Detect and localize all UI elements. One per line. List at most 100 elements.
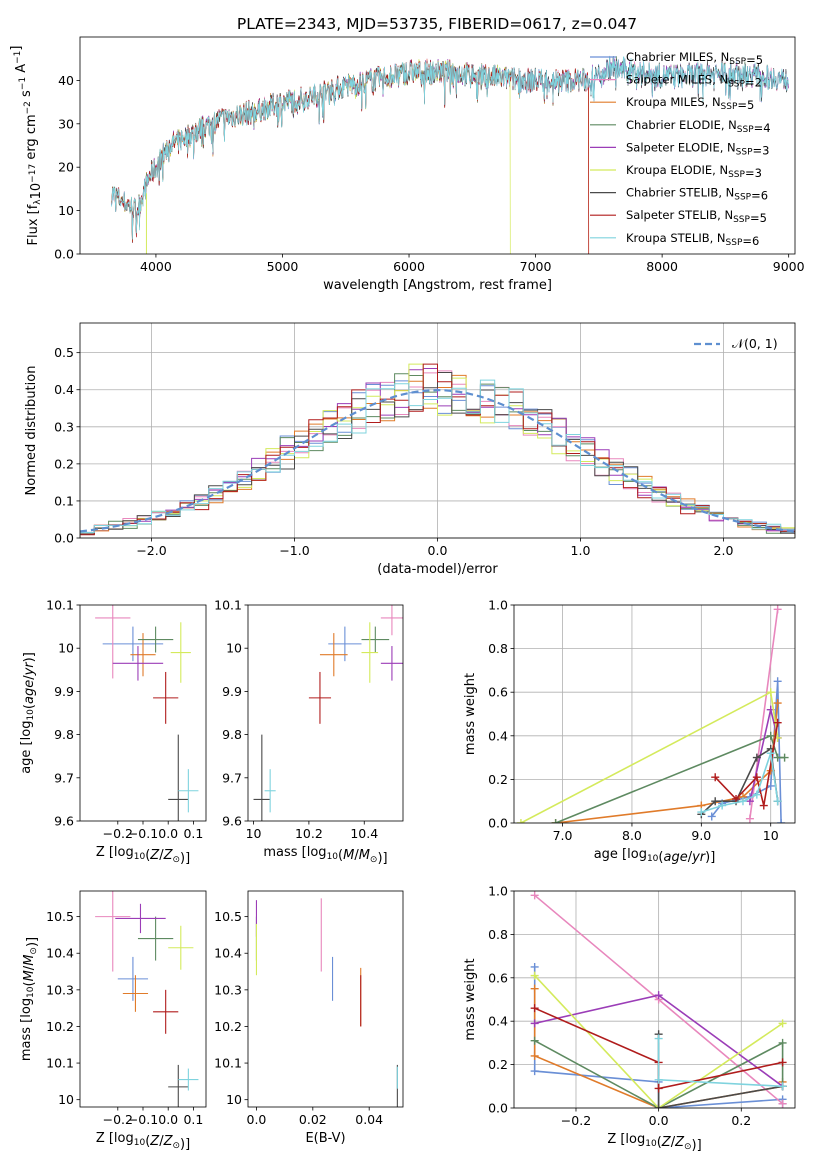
plot-area	[255, 898, 398, 1107]
x-tick-label: −2.0	[136, 543, 166, 558]
weight-marker	[697, 808, 706, 817]
y-tick-label: 0.0	[488, 1101, 508, 1116]
axes-frame	[247, 890, 404, 1108]
errorbar-point	[168, 734, 189, 821]
weight-marker	[778, 1038, 787, 1047]
x-tick-label: 10	[763, 828, 779, 843]
x-tick-label: 0.0	[247, 1112, 267, 1127]
figure-title: PLATE=2343, MJD=53735, FIBERID=0617, z=0…	[237, 15, 637, 33]
y-tick-label: 9.6	[222, 814, 242, 829]
weight-marker	[530, 1036, 539, 1045]
axes-frame	[79, 890, 207, 1108]
y-tick-label: 0.8	[488, 927, 508, 942]
weight-marker	[654, 1084, 663, 1093]
legend-entry: Salpeter MILES, NSSP=2	[626, 73, 762, 90]
plot-area	[253, 605, 403, 821]
y-tick-label: 0.0	[54, 531, 74, 546]
y-tick-label: 10.1	[214, 1056, 242, 1071]
y-tick-label: 9.6	[54, 814, 74, 829]
y-tick-label: 10.1	[46, 598, 74, 613]
y-tick-label: 9.8	[54, 727, 74, 742]
x-tick-label: 10.2	[295, 826, 323, 841]
y-axis-label: Flux [fλ10−17 erg cm−2 s−1 A−1]	[9, 46, 44, 246]
chart-age_vs_mass: 10 10.2 10.4 9.6 9.7 9.8 9.9 10 10.1 mass [log10(…	[214, 598, 404, 866]
x-tick-label: 1.0	[571, 543, 591, 558]
weight-marker	[773, 699, 782, 708]
legend-entry: Chabrier ELODIE, NSSP=4	[626, 118, 771, 135]
y-tick-label: 1.0	[488, 598, 508, 613]
weight-marker	[766, 731, 775, 740]
weight-marker	[530, 1004, 539, 1013]
legend-entry: Salpeter ELODIE, NSSP=3	[626, 140, 769, 157]
x-tick-label: 0.0	[649, 1113, 669, 1128]
errorbar-point	[253, 734, 271, 821]
y-tick-label: 9.7	[54, 770, 74, 785]
errorbar-point	[115, 903, 166, 934]
weight-marker	[773, 677, 782, 686]
errorbar-point	[153, 671, 179, 724]
axes-frame	[513, 604, 796, 824]
weight-marker	[773, 718, 782, 727]
x-tick-label: −0.2	[103, 1112, 133, 1127]
legend-entry: Chabrier MILES, NSSP=5	[626, 50, 763, 67]
plot-area	[111, 55, 789, 254]
x-tick-label: −0.2	[561, 1113, 591, 1128]
x-tick-label: 6000	[393, 259, 425, 274]
y-axis-label: mass weight	[463, 673, 478, 755]
x-tick-label: 10.4	[350, 826, 378, 841]
y-tick-label: 0.4	[488, 1014, 508, 1029]
x-tick-label: 0.0	[158, 826, 178, 841]
errorbar-point	[308, 671, 332, 724]
errorbar-point	[112, 646, 164, 681]
legend-entry: 𝒩(0, 1)	[732, 336, 778, 351]
y-tick-label: 0.4	[488, 728, 508, 743]
x-tick-label: 8000	[646, 259, 678, 274]
weight-marker	[780, 753, 789, 762]
axes-frame	[513, 890, 796, 1109]
weight-marker	[738, 797, 747, 806]
x-tick-label: 7.0	[553, 828, 573, 843]
errorbar-point	[95, 891, 131, 972]
y-tick-label: 10.1	[46, 1056, 74, 1071]
weight-marker	[745, 814, 754, 823]
y-tick-label: 0.8	[488, 641, 508, 656]
errorbar-point	[264, 769, 276, 813]
weight-marker	[530, 1019, 539, 1028]
weight-marker	[530, 984, 539, 993]
y-tick-label: 9.9	[54, 684, 74, 699]
weight-series	[534, 975, 784, 1108]
errorbar-point	[137, 626, 174, 653]
errorbar-point	[328, 626, 362, 662]
x-tick-label: 10	[246, 826, 262, 841]
x-tick-label: 0.1	[183, 1112, 203, 1127]
y-tick-label: 9.7	[222, 770, 242, 785]
y-tick-label: 10.2	[46, 1019, 74, 1034]
y-tick-label: 30	[58, 116, 74, 131]
weight-marker	[654, 991, 663, 1000]
y-tick-label: 10.5	[214, 909, 242, 924]
weight-marker	[752, 773, 761, 782]
y-tick-label: 40	[58, 73, 74, 88]
errorbar-point	[178, 769, 199, 813]
weight-marker	[752, 790, 761, 799]
weight-marker	[752, 753, 761, 762]
x-tick-label: 0.0	[428, 543, 448, 558]
chart-age_vs_Z: −0.2−0.1 0.0 0.1 9.6 9.7 9.8 9.9 10 10.1 Z [log10…	[19, 598, 207, 866]
y-tick-label: 10.4	[214, 946, 242, 961]
weight-marker	[718, 801, 727, 810]
y-tick-label: 10	[58, 203, 74, 218]
y-tick-label: 10.3	[214, 982, 242, 997]
x-tick-label: 0.2	[731, 1113, 751, 1128]
errorbar-point	[361, 622, 379, 683]
weight-marker	[766, 781, 775, 790]
y-axis-label: Normed distribution	[24, 366, 39, 496]
x-axis-label: Z [log10(Z/Z⊙)]	[96, 845, 190, 866]
y-tick-label: 0.4	[54, 382, 74, 397]
x-tick-label: −0.1	[128, 1112, 158, 1127]
errorbar-point	[122, 975, 149, 1012]
y-tick-label: 0.2	[488, 772, 508, 787]
y-tick-label: 0.0	[54, 247, 74, 262]
errorbar-point	[117, 956, 149, 1001]
chart-spectrum: 4000 5000 6000 7000 8000 9000 0.0 10 20 30 40 wavel…	[9, 36, 805, 293]
